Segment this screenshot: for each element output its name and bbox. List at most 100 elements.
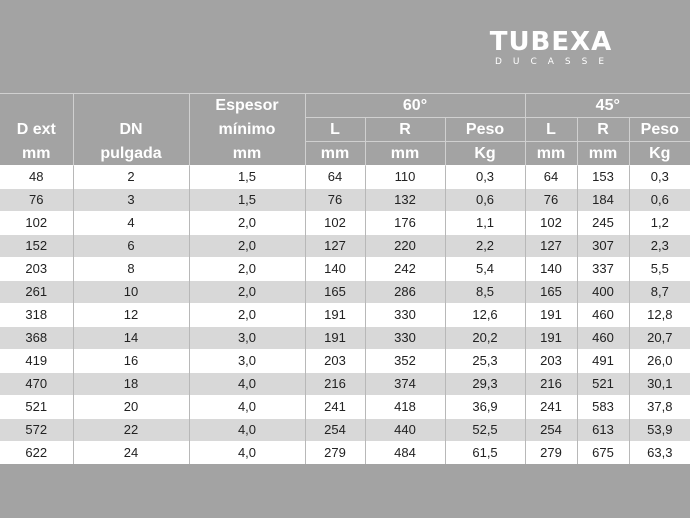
table-cell: 10 <box>73 280 190 304</box>
table-cell: 460 <box>577 303 630 327</box>
table-cell: 4 <box>73 211 190 235</box>
table-cell: 279 <box>525 441 578 464</box>
header-sub: R <box>577 117 630 142</box>
table-cell: 4,0 <box>189 372 306 396</box>
table-cell: 368 <box>0 326 74 350</box>
table-cell: 286 <box>365 280 446 304</box>
table-cell: 572 <box>0 418 74 442</box>
table-cell: 330 <box>365 326 446 350</box>
table-cell: 2,0 <box>189 234 306 258</box>
table-cell: 24 <box>73 441 190 464</box>
table-cell: 352 <box>365 349 446 373</box>
table-cell: 337 <box>577 257 630 281</box>
table-cell: 216 <box>305 372 366 396</box>
table-cell: 12 <box>73 303 190 327</box>
header-group-45: 45° <box>525 93 690 118</box>
table-cell: 0,3 <box>629 165 690 189</box>
table-row: 419 16 3,0 203 352 25,3 203 491 26,0 <box>0 349 690 373</box>
table-row: 152 6 2,0 127 220 2,2 127 307 2,3 <box>0 234 690 258</box>
table-cell: 76 <box>0 188 74 212</box>
table-cell: 613 <box>577 418 630 442</box>
table-cell: 470 <box>0 372 74 396</box>
logo-subtitle: DUCASSE <box>494 57 616 67</box>
table-cell: 61,5 <box>445 441 526 464</box>
table-cell: 165 <box>525 280 578 304</box>
header-dext-unit: mm <box>0 141 74 166</box>
header-dn-unit: pulgada <box>73 141 190 166</box>
table-cell: 127 <box>525 234 578 258</box>
header-sub: Peso <box>445 117 526 142</box>
table-cell: 37,8 <box>629 395 690 419</box>
header-sub: R <box>365 117 446 142</box>
table-cell: 76 <box>305 188 366 212</box>
table-cell: 63,3 <box>629 441 690 464</box>
header-unit: Kg <box>445 141 526 166</box>
table-cell: 22 <box>73 418 190 442</box>
table-cell: 8,5 <box>445 280 526 304</box>
table-cell: 254 <box>305 418 366 442</box>
header-unit: Kg <box>629 141 690 166</box>
table-cell: 400 <box>577 280 630 304</box>
table-cell: 2,3 <box>629 234 690 258</box>
table-cell: 279 <box>305 441 366 464</box>
table-cell: 0,6 <box>629 188 690 212</box>
table-cell: 484 <box>365 441 446 464</box>
table-cell: 110 <box>365 165 446 189</box>
table-cell: 675 <box>577 441 630 464</box>
table-cell: 36,9 <box>445 395 526 419</box>
table-cell: 26,0 <box>629 349 690 373</box>
table-cell: 2 <box>73 165 190 189</box>
table-cell: 521 <box>577 372 630 396</box>
table-cell: 0,6 <box>445 188 526 212</box>
table-cell: 191 <box>525 326 578 350</box>
table-cell: 127 <box>305 234 366 258</box>
table-cell: 14 <box>73 326 190 350</box>
table-cell: 3,0 <box>189 326 306 350</box>
table-cell: 521 <box>0 395 74 419</box>
table-cell: 418 <box>365 395 446 419</box>
header-sub: L <box>305 117 366 142</box>
table-cell: 583 <box>577 395 630 419</box>
logo-wordmark: TUBEXA <box>489 27 613 57</box>
table-cell: 5,4 <box>445 257 526 281</box>
table-cell: 318 <box>0 303 74 327</box>
table-cell: 0,3 <box>445 165 526 189</box>
table-cell: 8,7 <box>629 280 690 304</box>
table-cell: 1,1 <box>445 211 526 235</box>
table-cell: 6 <box>73 234 190 258</box>
table-cell: 2,0 <box>189 211 306 235</box>
table-cell: 102 <box>0 211 74 235</box>
table-cell: 203 <box>305 349 366 373</box>
table-cell: 165 <box>305 280 366 304</box>
dimensions-table: Espesor 60° 45° D ext DN mínimo L R Peso… <box>0 93 690 464</box>
table-cell: 5,5 <box>629 257 690 281</box>
table-row: 76 3 1,5 76 132 0,6 76 184 0,6 <box>0 188 690 212</box>
table-row: 48 2 1,5 64 110 0,3 64 153 0,3 <box>0 165 690 189</box>
table-row: 521 20 4,0 241 418 36,9 241 583 37,8 <box>0 395 690 419</box>
table-cell: 64 <box>525 165 578 189</box>
table-row: 368 14 3,0 191 330 20,2 191 460 20,7 <box>0 326 690 350</box>
table-cell: 3 <box>73 188 190 212</box>
table-cell: 52,5 <box>445 418 526 442</box>
table-cell: 20,2 <box>445 326 526 350</box>
header-unit: mm <box>577 141 630 166</box>
table-cell: 1,5 <box>189 165 306 189</box>
table-cell: 2,0 <box>189 280 306 304</box>
table-row: 318 12 2,0 191 330 12,6 191 460 12,8 <box>0 303 690 327</box>
table-cell: 216 <box>525 372 578 396</box>
table-cell: 3,0 <box>189 349 306 373</box>
table-cell: 374 <box>365 372 446 396</box>
table-cell: 53,9 <box>629 418 690 442</box>
table-cell: 1,5 <box>189 188 306 212</box>
header-unit: mm <box>365 141 446 166</box>
table-cell: 29,3 <box>445 372 526 396</box>
table-cell: 184 <box>577 188 630 212</box>
table-cell: 20 <box>73 395 190 419</box>
header-unit: mm <box>305 141 366 166</box>
table-cell: 622 <box>0 441 74 464</box>
table-cell: 153 <box>577 165 630 189</box>
table-cell: 132 <box>365 188 446 212</box>
header-unit: mm <box>525 141 578 166</box>
table-cell: 2,0 <box>189 257 306 281</box>
table-cell: 18 <box>73 372 190 396</box>
